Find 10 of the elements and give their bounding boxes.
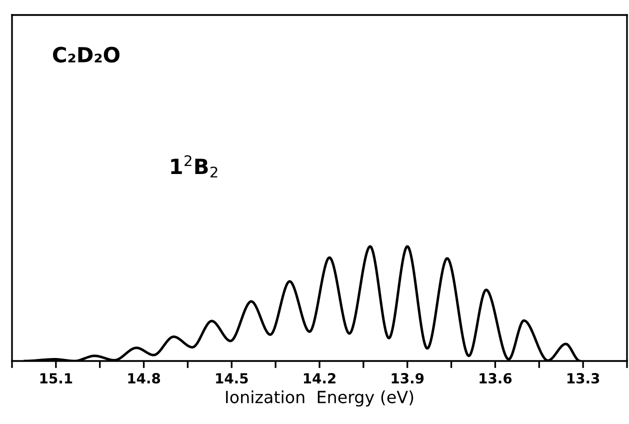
x-tick-label: 14.5 [216,373,248,384]
x-axis-title: Ionization Energy (eV) [226,390,414,407]
x-tick-label: 15.1 [40,373,72,384]
x-tick-label: 13.3 [568,373,600,384]
text: 1$^{2}$B$_{2}$ [171,155,218,178]
x-tick-label: 14.8 [128,373,160,384]
text: C₂D₂O [53,46,120,63]
x-tick-label: 13.9 [392,373,424,384]
x-tick-label: 14.2 [304,373,336,384]
x-tick-label: 13.6 [480,373,512,384]
